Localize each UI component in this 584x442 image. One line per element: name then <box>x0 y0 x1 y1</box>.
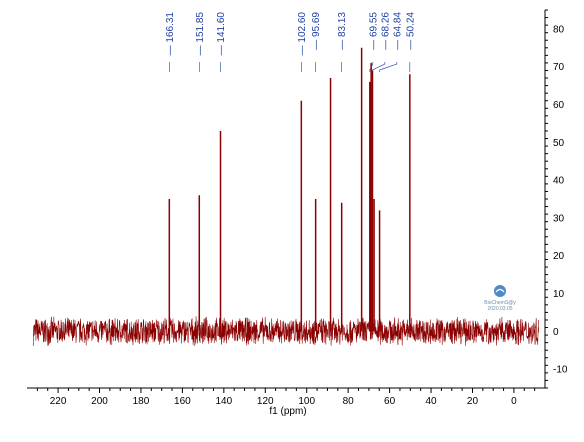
y-tick-label: 30 <box>553 213 565 224</box>
y-tick-label: 10 <box>553 289 565 300</box>
x-tick-label: 20 <box>467 396 479 407</box>
y-tick-label: 50 <box>553 138 565 149</box>
peak-label: — 166.31 <box>165 12 176 56</box>
x-axis: 220 200 180 160 140 120 100 80 60 40 20 0 f1 (ppm) <box>27 387 545 417</box>
x-tick-label: 40 <box>425 396 437 407</box>
x-tick-label: 160 <box>174 396 191 407</box>
y-tick-label: 40 <box>553 176 565 187</box>
x-tick-label: 60 <box>384 396 396 407</box>
watermark: BioChemS@y 2020.03.05 <box>484 285 516 312</box>
spectrum-series-line <box>32 316 539 347</box>
x-tick-label: 120 <box>257 396 274 407</box>
peak-lines <box>168 47 411 332</box>
x-tick-label: 0 <box>511 396 517 407</box>
peak-label: — 64.84 <box>392 12 403 50</box>
y-tick-label: 80 <box>553 24 565 35</box>
x-tick-label: 140 <box>215 396 232 407</box>
peak-label-connector <box>379 62 398 72</box>
watermark-text-2: 2020.03.05 <box>487 306 512 312</box>
x-axis-ticks: 220 200 180 160 140 120 100 80 60 40 20 0 <box>36 388 536 407</box>
peak-label: — 68.26 <box>380 12 391 50</box>
y-tick-label: 0 <box>553 327 559 338</box>
peak-label-connector <box>372 62 386 72</box>
peak-label: — 50.24 <box>405 12 416 50</box>
peak-label: — 95.69 <box>311 12 322 50</box>
peak-label: — 102.60 <box>297 12 308 56</box>
watermark-logo-swirl <box>495 288 505 293</box>
y-tick-label: 60 <box>553 100 565 111</box>
x-tick-label: 200 <box>91 396 108 407</box>
peak-label: — 83.13 <box>337 12 348 50</box>
y-axis-ticks: -10 0 10 20 30 40 50 60 70 80 <box>545 9 568 389</box>
peak-label: — 69.55 <box>368 12 379 50</box>
x-tick-label: 180 <box>133 396 150 407</box>
y-tick-label: 20 <box>553 251 565 262</box>
peak-label-connectors <box>169 62 411 72</box>
x-tick-label: 220 <box>50 396 67 407</box>
x-tick-label: 80 <box>343 396 355 407</box>
plot-area <box>32 47 539 347</box>
y-tick-label: 70 <box>553 62 565 73</box>
x-axis-title: f1 (ppm) <box>269 406 306 417</box>
peak-label: — 151.85 <box>195 12 206 56</box>
peak-label: — 141.60 <box>216 12 227 56</box>
y-tick-label: -10 <box>553 365 568 376</box>
y-axis: -10 0 10 20 30 40 50 60 70 80 <box>544 9 568 389</box>
peak-labels: — 166.31 — 151.85 — 141.60 — 102.60— 95.69 —… <box>165 12 416 56</box>
watermark-text-1: BioChemS@y <box>484 300 516 306</box>
watermark-logo-icon <box>494 285 506 297</box>
x-tick-label: 100 <box>298 396 315 407</box>
